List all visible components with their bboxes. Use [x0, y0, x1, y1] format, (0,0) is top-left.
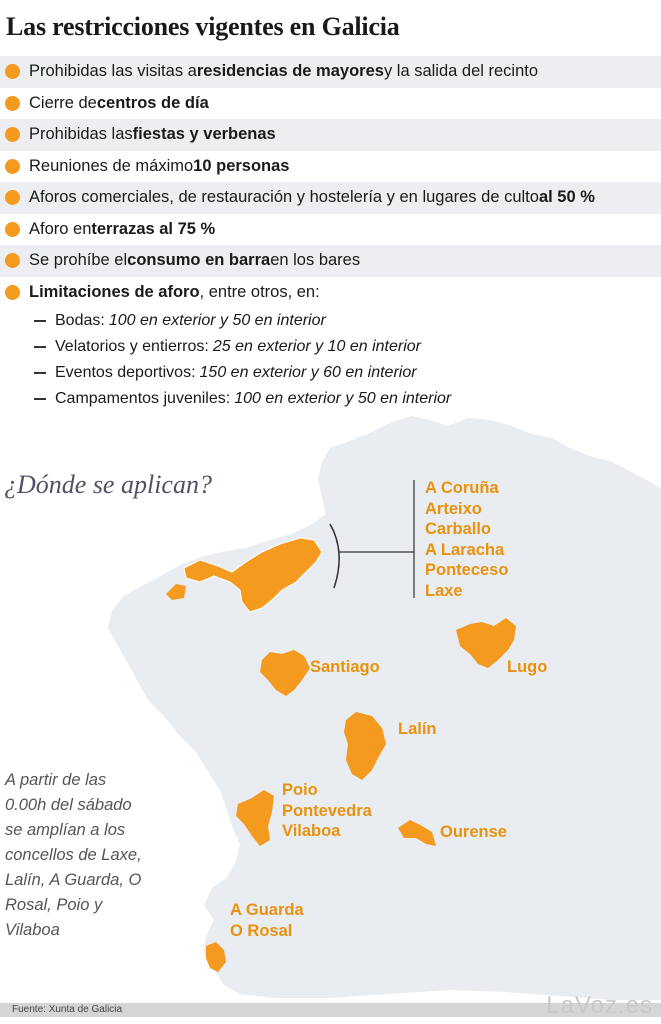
page-title: Las restricciones vigentes en Galicia	[6, 12, 400, 41]
bullet-dot-icon	[5, 127, 20, 143]
capacity-limits-list: Bodas: 100 en exterior y 50 en interior V…	[0, 308, 661, 412]
galicia-region	[108, 416, 661, 1000]
bullet-dot-icon	[5, 95, 20, 111]
dash-icon	[34, 372, 46, 374]
bullet-dot-icon	[5, 221, 20, 237]
dash-icon	[34, 346, 46, 348]
expansion-note: A partir de las 0.00h del sábado se ampl…	[5, 771, 142, 939]
pontevedra-area-highlight	[236, 790, 274, 846]
restrictions-list: Prohibidas las visitas a residencias de …	[0, 56, 661, 308]
limit-item: Velatorios y entierros: 25 en exterior y …	[0, 334, 661, 360]
map-question: ¿Dónde se aplican?	[4, 470, 212, 499]
list-item: Se prohíbe el consumo en barra en los ba…	[0, 245, 661, 277]
limit-item: Bodas: 100 en exterior y 50 en interior	[0, 308, 661, 334]
lugo-highlight	[456, 618, 516, 668]
dash-icon	[34, 398, 46, 400]
santiago-label: Santiago	[310, 658, 380, 676]
coruna-group-label: A Coruña Arteixo Carballo A Laracha Pont…	[425, 479, 509, 600]
ourense-label: Ourense	[440, 823, 507, 841]
laxe-highlight	[166, 584, 186, 600]
pontevedra-group-label: Poio Pontevedra Vilaboa	[282, 781, 372, 840]
ourense-highlight	[398, 820, 436, 846]
bullet-dot-icon	[5, 190, 20, 206]
guarda-rosal-highlight	[206, 942, 226, 972]
dash-icon	[34, 320, 46, 322]
bullet-dot-icon	[5, 158, 20, 174]
source-bar: Fuente: Xunta de Galicia	[0, 1003, 661, 1017]
lalin-highlight	[344, 712, 386, 780]
publisher-logo: LaVoz.es	[546, 992, 653, 1019]
list-item: Limitaciones de aforo, entre otros, en:	[0, 277, 661, 309]
santiago-highlight	[260, 650, 310, 696]
list-item: Aforo en terrazas al 75 %	[0, 214, 661, 246]
list-item: Prohibidas las visitas a residencias de …	[0, 56, 661, 88]
limit-item: Eventos deportivos: 150 en exterior y 60 …	[0, 360, 661, 386]
bullet-dot-icon	[5, 253, 20, 269]
bullet-dot-icon	[5, 284, 20, 300]
coruna-area-highlight	[183, 537, 323, 613]
guarda-group-label: A Guarda O Rosal	[230, 901, 304, 940]
list-item: Prohibidas las fiestas y verbenas	[0, 119, 661, 151]
source-text: Fuente: Xunta de Galicia	[12, 1004, 123, 1015]
limit-item: Campamentos juveniles: 100 en exterior y …	[0, 386, 661, 412]
leader-bracket	[329, 523, 340, 589]
bullet-dot-icon	[5, 64, 20, 80]
lugo-label: Lugo	[507, 658, 548, 676]
lalin-label: Lalín	[398, 720, 437, 738]
list-item: Cierre de centros de día	[0, 88, 661, 120]
list-item: Aforos comerciales, de restauración y ho…	[0, 182, 661, 214]
list-item: Reuniones de máximo 10 personas	[0, 151, 661, 183]
